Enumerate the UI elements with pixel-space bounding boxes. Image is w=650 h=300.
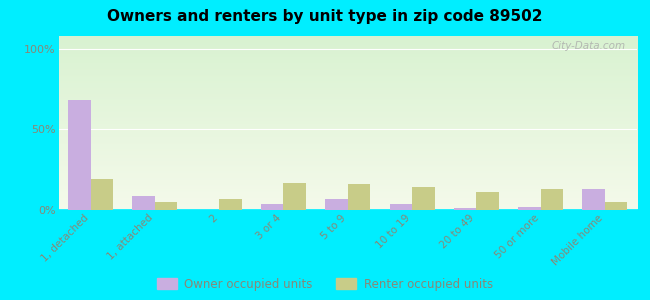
Bar [605,202,627,210]
Bar [155,202,177,210]
Bar [348,184,370,210]
Bar [219,199,242,210]
Bar [541,189,563,210]
Legend: Owner occupied units, Renter occupied units: Owner occupied units, Renter occupied un… [157,278,493,291]
Bar [454,208,476,210]
Bar [476,192,499,210]
Bar [68,100,90,210]
Bar [133,196,155,210]
Bar [261,204,283,210]
Bar [412,188,434,210]
Bar [90,179,113,210]
Bar [283,183,306,210]
Text: City-Data.com: City-Data.com [551,41,625,51]
Text: Owners and renters by unit type in zip code 89502: Owners and renters by unit type in zip c… [107,9,543,24]
Bar [389,204,412,210]
Bar [518,207,541,210]
Bar [325,199,348,210]
Bar [582,189,605,210]
